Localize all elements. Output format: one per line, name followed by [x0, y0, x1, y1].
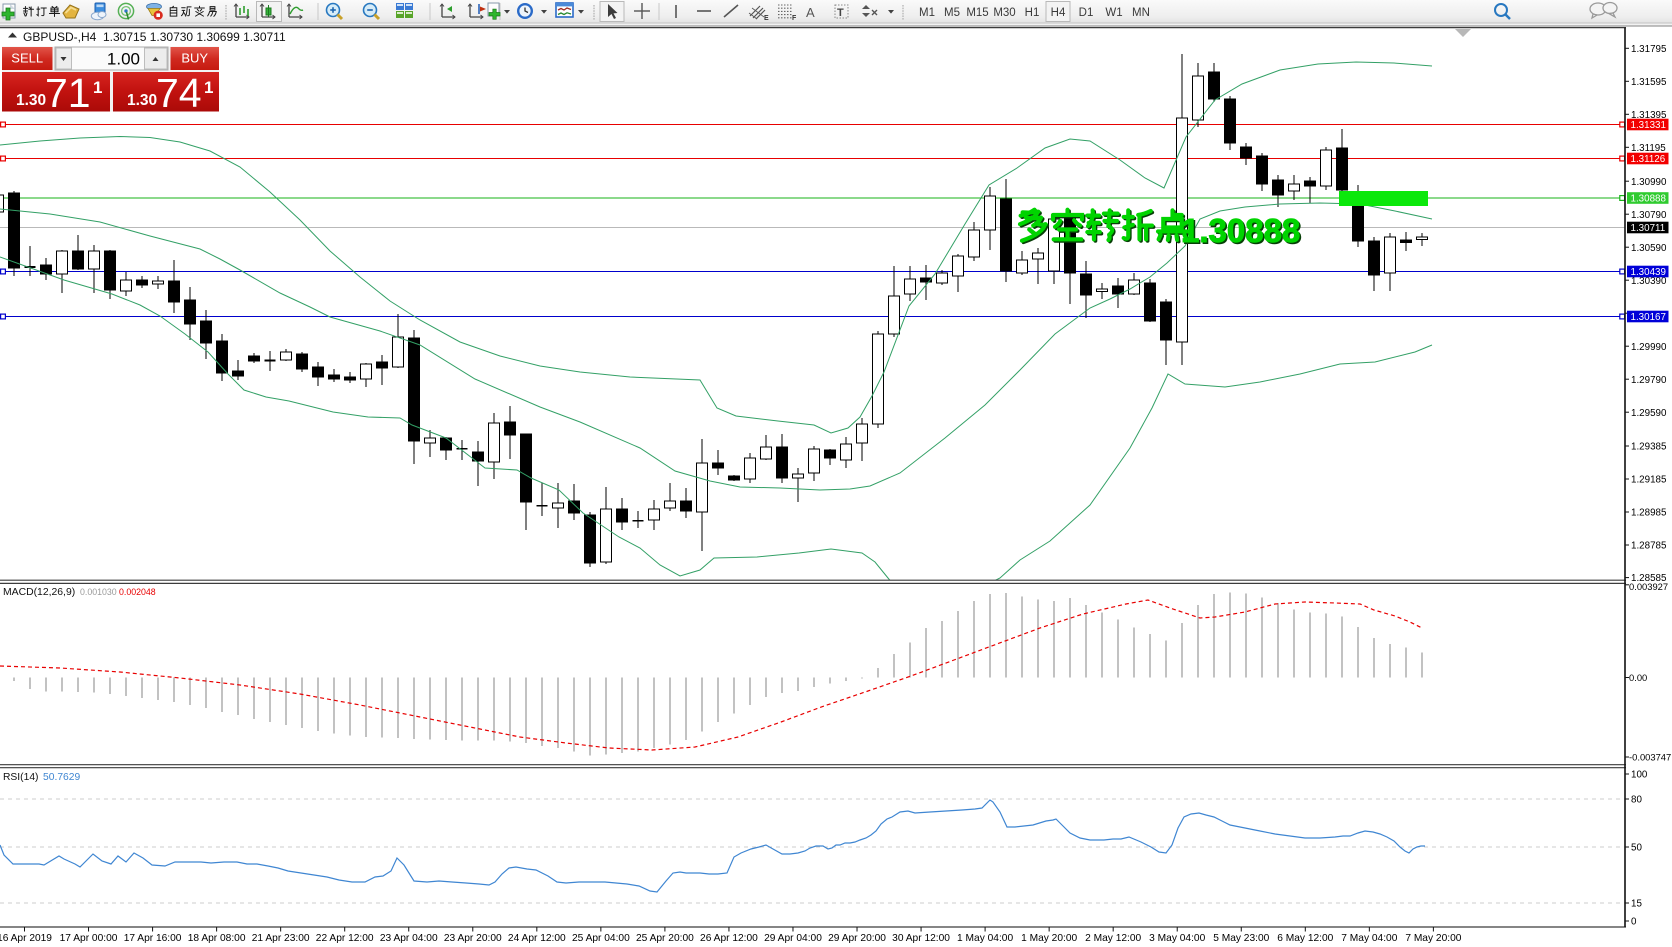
svg-text:1.30: 1.30	[16, 92, 46, 109]
svg-text:6 May 12:00: 6 May 12:00	[1277, 933, 1333, 944]
svg-text:M5: M5	[944, 7, 960, 19]
svg-text:1.30715 1.30730 1.30699 1.3071: 1.30715 1.30730 1.30699 1.30711	[103, 30, 286, 44]
svg-text:1: 1	[204, 78, 213, 97]
svg-text:MACD(12,26,9): MACD(12,26,9)	[3, 587, 75, 598]
svg-text:A: A	[806, 5, 815, 20]
svg-text:1.00: 1.00	[107, 50, 140, 69]
svg-text:1.30888: 1.30888	[1183, 214, 1302, 251]
svg-text:1.30167: 1.30167	[1631, 312, 1666, 323]
svg-text:7 May 20:00: 7 May 20:00	[1405, 933, 1461, 944]
svg-text:0: 0	[1631, 917, 1637, 928]
svg-text:100: 100	[1631, 770, 1648, 781]
svg-text:23 Apr 20:00: 23 Apr 20:00	[444, 933, 502, 944]
svg-text:1.30790: 1.30790	[1631, 210, 1667, 221]
svg-text:1.29185: 1.29185	[1631, 475, 1667, 486]
svg-text:3 May 04:00: 3 May 04:00	[1149, 933, 1205, 944]
svg-text:16 Apr 2019: 16 Apr 2019	[0, 933, 52, 944]
svg-text:71: 71	[45, 70, 91, 116]
svg-text:18 Apr 08:00: 18 Apr 08:00	[188, 933, 246, 944]
svg-text:1.31595: 1.31595	[1631, 77, 1667, 88]
svg-text:0.003927: 0.003927	[1629, 581, 1668, 592]
svg-text:1.30390: 1.30390	[1631, 276, 1667, 287]
svg-text:74: 74	[156, 70, 202, 116]
svg-text:W1: W1	[1105, 7, 1122, 19]
svg-text:1.30439: 1.30439	[1631, 267, 1666, 278]
svg-text:F: F	[792, 15, 797, 22]
svg-text:M30: M30	[993, 7, 1015, 19]
svg-text:-0.003747: -0.003747	[1629, 752, 1671, 763]
svg-text:50.7629: 50.7629	[43, 772, 80, 783]
svg-text:21 Apr 23:00: 21 Apr 23:00	[252, 933, 310, 944]
svg-text:0.001030: 0.001030	[80, 587, 117, 597]
svg-text:29 Apr 20:00: 29 Apr 20:00	[828, 933, 886, 944]
svg-text:H4: H4	[1051, 7, 1066, 19]
svg-text:15: 15	[1631, 899, 1642, 910]
svg-text:7 May 04:00: 7 May 04:00	[1341, 933, 1397, 944]
svg-text:1.31795: 1.31795	[1631, 44, 1667, 55]
svg-text:M1: M1	[919, 7, 935, 19]
svg-text:1.31195: 1.31195	[1631, 143, 1666, 154]
svg-text:1.29990: 1.29990	[1631, 342, 1667, 353]
svg-text:29 Apr 04:00: 29 Apr 04:00	[764, 933, 822, 944]
svg-text:1 May 20:00: 1 May 20:00	[1021, 933, 1077, 944]
svg-text:E: E	[764, 15, 769, 22]
svg-text:1.31331: 1.31331	[1631, 120, 1666, 131]
svg-text:17 Apr 00:00: 17 Apr 00:00	[60, 933, 118, 944]
svg-text:26 Apr 12:00: 26 Apr 12:00	[700, 933, 758, 944]
svg-text:23 Apr 04:00: 23 Apr 04:00	[380, 933, 438, 944]
svg-text:1.31395: 1.31395	[1631, 110, 1667, 121]
svg-text:M15: M15	[966, 7, 988, 19]
svg-text:1.29590: 1.29590	[1631, 408, 1667, 419]
svg-text:1.28585: 1.28585	[1631, 573, 1667, 584]
svg-text:50: 50	[1631, 843, 1642, 854]
svg-text:0.00: 0.00	[1629, 672, 1647, 683]
svg-text:22 Apr 12:00: 22 Apr 12:00	[316, 933, 374, 944]
svg-text:RSI(14): RSI(14)	[3, 772, 38, 783]
svg-text:2 May 12:00: 2 May 12:00	[1085, 933, 1141, 944]
svg-text:1.30: 1.30	[127, 92, 157, 109]
svg-text:1.29790: 1.29790	[1631, 375, 1667, 386]
svg-text:5 May 23:00: 5 May 23:00	[1213, 933, 1269, 944]
svg-text:GBPUSD-,H4: GBPUSD-,H4	[23, 30, 97, 44]
svg-text:1.31126: 1.31126	[1631, 154, 1666, 165]
svg-text:T: T	[837, 7, 844, 19]
svg-text:80: 80	[1631, 795, 1642, 806]
svg-text:25 Apr 20:00: 25 Apr 20:00	[636, 933, 694, 944]
svg-text:1.30711: 1.30711	[1631, 223, 1666, 234]
svg-text:1.29385: 1.29385	[1631, 442, 1667, 453]
svg-text:D1: D1	[1079, 7, 1094, 19]
svg-text:1 May 04:00: 1 May 04:00	[957, 933, 1013, 944]
svg-text:1.28785: 1.28785	[1631, 541, 1667, 552]
svg-text:SELL: SELL	[11, 51, 43, 66]
svg-text:25 Apr 04:00: 25 Apr 04:00	[572, 933, 630, 944]
svg-text:1: 1	[93, 78, 102, 97]
svg-text:BUY: BUY	[181, 51, 208, 66]
svg-text:1.30590: 1.30590	[1631, 243, 1667, 254]
svg-text:24 Apr 12:00: 24 Apr 12:00	[508, 933, 566, 944]
svg-text:1.30888: 1.30888	[1181, 212, 1300, 249]
svg-text:1.30888: 1.30888	[1631, 194, 1667, 205]
svg-text:1.28985: 1.28985	[1631, 508, 1667, 519]
svg-text:1.30990: 1.30990	[1631, 177, 1667, 188]
svg-text:30 Apr 12:00: 30 Apr 12:00	[892, 933, 950, 944]
svg-text:H1: H1	[1025, 7, 1040, 19]
svg-text:MN: MN	[1132, 7, 1150, 19]
svg-text:0.002048: 0.002048	[119, 587, 156, 597]
svg-text:17 Apr 16:00: 17 Apr 16:00	[124, 933, 182, 944]
